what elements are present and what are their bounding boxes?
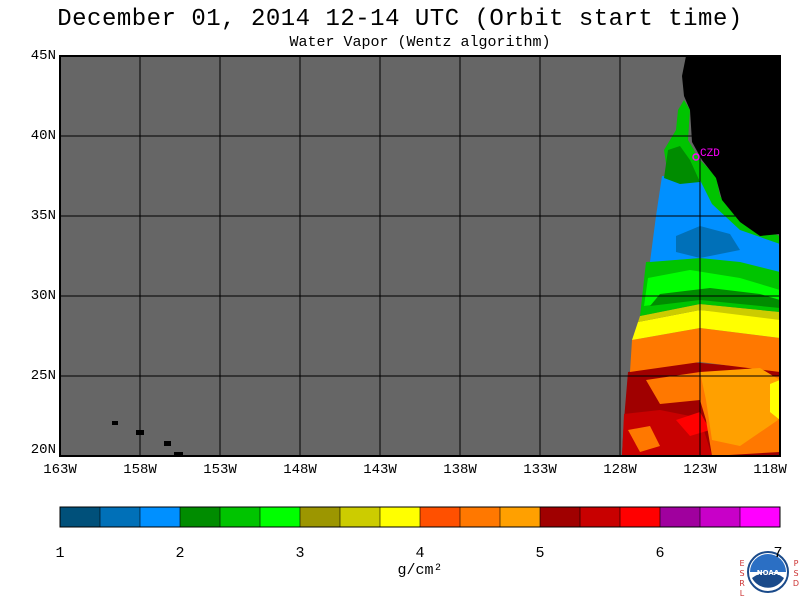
colorbar-swatch: [380, 507, 421, 527]
wv-band-orange: [630, 328, 780, 372]
colorbar-tick-label: 6: [655, 545, 665, 562]
colorbar-tick-label: 7: [773, 545, 783, 562]
colorbar-swatch: [140, 507, 181, 527]
lat-label: 20N: [30, 442, 56, 458]
colorbar-tick-label: 4: [415, 545, 425, 562]
lat-label: 30N: [30, 288, 56, 304]
logo-letter: P: [794, 559, 799, 568]
colorbar-swatch: [580, 507, 621, 527]
colorbar-border: [59, 506, 781, 528]
colorbar: [60, 507, 781, 527]
colorbar-swatch: [180, 507, 221, 527]
land-mass: [682, 56, 780, 236]
lon-label: 158W: [123, 462, 157, 478]
station-marker: [692, 153, 700, 161]
map-subtitle: Water Vapor (Wentz algorithm): [289, 34, 551, 51]
colorbar-swatch: [420, 507, 461, 527]
logo-letter: S: [793, 569, 798, 578]
noaa-logo-text: NOAA: [757, 569, 780, 577]
lon-label: 123W: [683, 462, 717, 478]
logo-letter: E: [739, 559, 744, 568]
map-title: December 01, 2014 12-14 UTC (Orbit start…: [57, 6, 743, 33]
colorbar-swatch: [620, 507, 661, 527]
colorbar-units: g/cm²: [397, 562, 443, 579]
lon-label: 143W: [363, 462, 397, 478]
colorbar-swatch: [60, 507, 101, 527]
wv-band-yellow: [632, 310, 780, 340]
logo-letter: S: [739, 569, 744, 578]
graticule: [60, 56, 780, 456]
colorbar-swatch: [660, 507, 701, 527]
lat-label: 40N: [30, 128, 56, 144]
map-border: [59, 55, 781, 457]
lon-label: 118W: [753, 462, 787, 478]
lon-label: 163W: [43, 462, 77, 478]
lon-label: 128W: [603, 462, 637, 478]
station-label: CZD: [700, 148, 720, 160]
colorbar-tick-label: 1: [55, 545, 65, 562]
lon-label: 153W: [203, 462, 237, 478]
colorbar-tick-label: 3: [295, 545, 305, 562]
lat-label: 45N: [30, 48, 56, 64]
psd-letters: PSD: [793, 559, 799, 588]
colorbar-swatch: [740, 507, 781, 527]
logo-letter: L: [740, 589, 745, 598]
colorbar-tick-label: 2: [175, 545, 185, 562]
colorbar-tick-label: 5: [535, 545, 545, 562]
colorbar-swatch: [260, 507, 301, 527]
colorbar-swatch: [300, 507, 341, 527]
colorbar-swatch: [500, 507, 541, 527]
lat-label: 35N: [30, 208, 56, 224]
lon-label: 138W: [443, 462, 477, 478]
logo-letter: R: [739, 579, 745, 588]
colorbar-swatch: [220, 507, 261, 527]
logo-letter: D: [793, 579, 799, 588]
colorbar-swatch: [460, 507, 501, 527]
lat-label: 25N: [30, 368, 56, 384]
lon-label: 133W: [523, 462, 557, 478]
water-vapor-field: [622, 100, 780, 456]
lon-label: 148W: [283, 462, 317, 478]
colorbar-swatch: [540, 507, 581, 527]
colorbar-swatch: [340, 507, 381, 527]
noaa-logo: NOAA: [747, 551, 789, 593]
colorbar-swatch: [100, 507, 141, 527]
colorbar-swatch: [700, 507, 741, 527]
